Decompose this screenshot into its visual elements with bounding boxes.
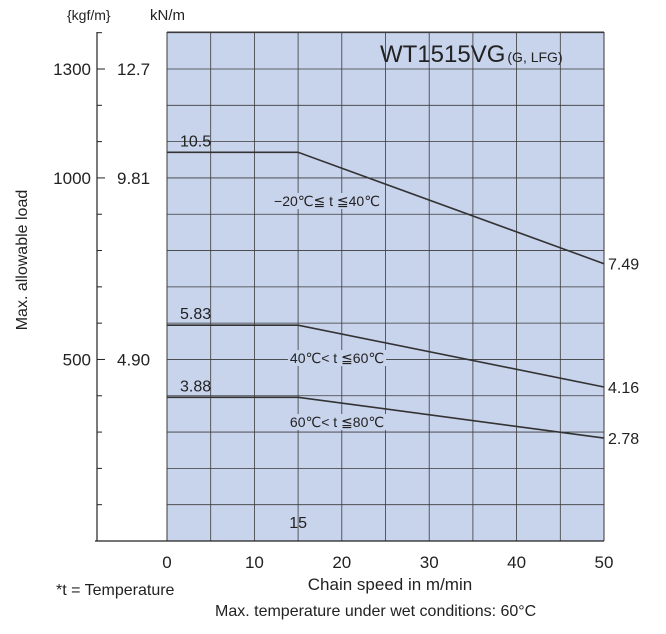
series-condition-label: 40℃< t ≦60℃ — [290, 350, 384, 366]
series-line — [167, 151, 605, 265]
x-tick-label: 30 — [420, 553, 439, 572]
y-tick-label-kgf: 500 — [63, 350, 91, 369]
x-tick-label: 50 — [595, 553, 614, 572]
x-tick-label: 40 — [507, 553, 526, 572]
x-tick-label: 20 — [332, 553, 351, 572]
y-tick-label-kn: 4.90 — [117, 350, 150, 369]
series-start-label: 3.88 — [180, 378, 211, 395]
series-condition-label: −20℃≦ t ≦40℃ — [274, 193, 380, 209]
temperature-footnote: *t = Temperature — [56, 582, 175, 599]
series-start-label: 10.5 — [180, 133, 211, 150]
chart-title: WT1515VG (G, LFG) — [380, 41, 563, 68]
wet-conditions-footnote: Max. temperature under wet conditions: 6… — [215, 603, 537, 620]
y-tick-label-kgf: 1300 — [53, 60, 91, 79]
x-tick-label: 10 — [245, 553, 264, 572]
y-axis-title: Max. allowable load — [14, 190, 31, 331]
condition-label-background — [272, 193, 382, 209]
y-tick-label-kn: 9.81 — [117, 169, 150, 188]
series-start-label: 5.83 — [180, 306, 211, 323]
x-marker-label: 15 — [289, 515, 307, 532]
series-condition-label: 60℃< t ≦80℃ — [290, 414, 384, 430]
x-axis-title: Chain speed in m/min — [308, 575, 472, 594]
condition-label-background — [287, 350, 387, 366]
y-tick-label-kn: 12.7 — [117, 60, 150, 79]
y-unit-kgf: {kgf/m} — [67, 7, 111, 23]
x-tick-label: 0 — [162, 553, 171, 572]
y-unit-kn: kN/m — [150, 7, 185, 24]
series-end-label: 2.78 — [608, 431, 639, 448]
series-line — [167, 396, 605, 439]
series-end-label: 7.49 — [608, 257, 639, 274]
series-end-label: 4.16 — [608, 380, 639, 397]
series-line — [167, 324, 605, 388]
y-tick-label-kgf: 1000 — [53, 169, 91, 188]
condition-label-background — [287, 414, 387, 430]
